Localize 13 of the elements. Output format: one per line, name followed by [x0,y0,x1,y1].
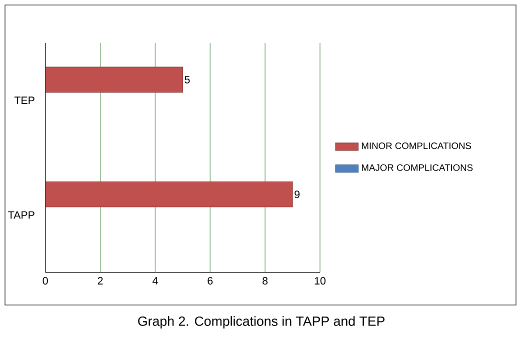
legend-label: MINOR COMPLICATIONS [362,142,472,150]
x-tick-label: 0 [42,277,48,285]
x-tick-label: 10 [314,277,326,285]
y-tick-label: TAPP [8,211,34,219]
caption: Graph 2. Complications in TAPP and TEP [138,316,384,329]
x-tick-label: 2 [98,277,103,284]
x-tick-label: 8 [262,277,268,285]
x-tick-label: 6 [208,277,213,285]
legend-label: MAJOR COMPLICATIONS [362,164,473,171]
y-tick-label: TEP [14,96,34,104]
x-tick-label: 4 [152,277,158,284]
data-label: 9 [294,190,300,198]
data-label: 5 [184,76,190,84]
